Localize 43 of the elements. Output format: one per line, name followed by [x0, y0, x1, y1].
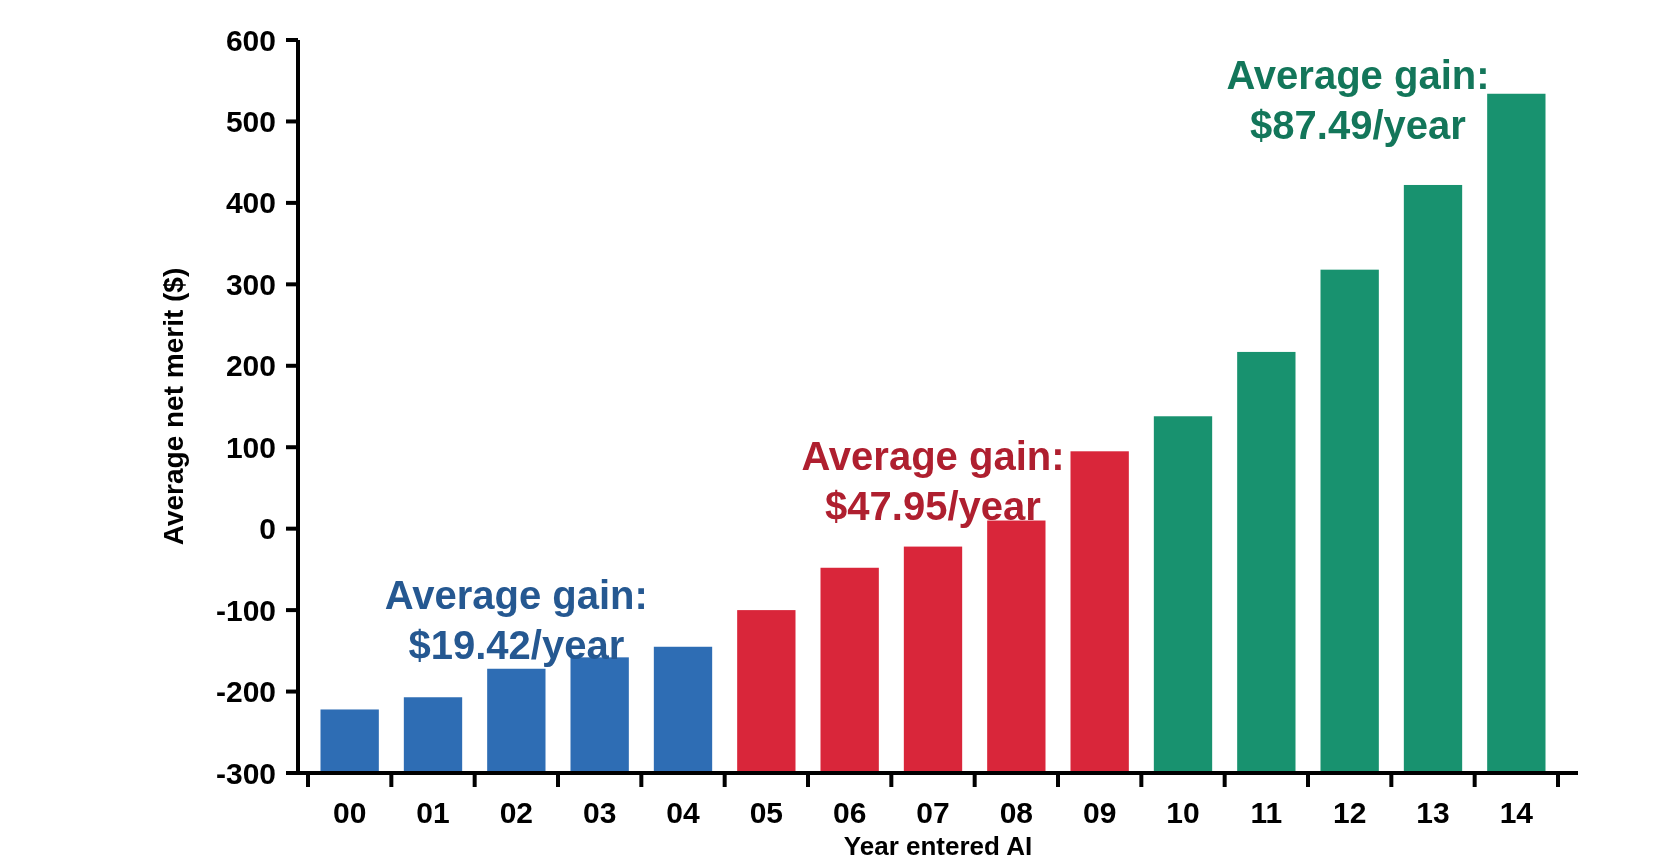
x-tick-label: 04	[666, 796, 700, 829]
annotation: Average gain: $47.95/year	[801, 433, 1065, 528]
x-tick-label: 02	[499, 796, 534, 829]
x-axis-title: Year entered AI	[843, 831, 1033, 861]
x-tick-label: 10	[1166, 796, 1200, 829]
x-tick-label: 05	[749, 796, 784, 829]
y-tick-label: 0	[259, 512, 276, 546]
annotation: Average gain: $19.42/year	[384, 573, 648, 668]
y-tick-label: -100	[215, 593, 276, 627]
bar	[403, 697, 463, 773]
x-tick-label: 07	[916, 796, 950, 829]
annotation: Average gain: $87.49/year	[1226, 52, 1490, 147]
x-tick-label: 09	[1082, 796, 1117, 829]
bar	[1070, 451, 1129, 773]
bar	[1237, 351, 1296, 773]
x-tick-label: 03	[582, 796, 617, 829]
bar	[1403, 184, 1463, 773]
bar	[1153, 416, 1213, 773]
y-tick-label: 600	[225, 23, 276, 57]
x-tick-label: 14	[1499, 796, 1534, 829]
x-tick-label: 11	[1250, 796, 1283, 829]
bar	[320, 709, 379, 773]
x-tick-label: 08	[999, 796, 1034, 829]
y-tick-label: 200	[225, 349, 276, 383]
y-tick-label: 300	[225, 267, 276, 301]
bar	[653, 646, 713, 773]
bar	[487, 668, 546, 773]
bar	[903, 546, 963, 773]
bar	[1487, 93, 1546, 773]
x-tick-label: 06	[832, 796, 867, 829]
y-axis-title: Average net merit ($)	[158, 267, 189, 546]
x-tick-label: 13	[1416, 796, 1450, 829]
x-tick-label: 12	[1332, 796, 1367, 829]
bar	[820, 567, 879, 773]
bar	[1320, 269, 1379, 773]
x-tick-label: 01	[416, 796, 450, 829]
y-tick-label: 400	[225, 186, 276, 220]
y-tick-label: -300	[215, 756, 276, 790]
y-tick-label: -200	[215, 675, 276, 709]
bar	[737, 610, 796, 773]
y-tick-label: 100	[225, 430, 276, 464]
y-tick-label: 500	[225, 104, 276, 138]
x-tick-label: 00	[332, 796, 367, 829]
